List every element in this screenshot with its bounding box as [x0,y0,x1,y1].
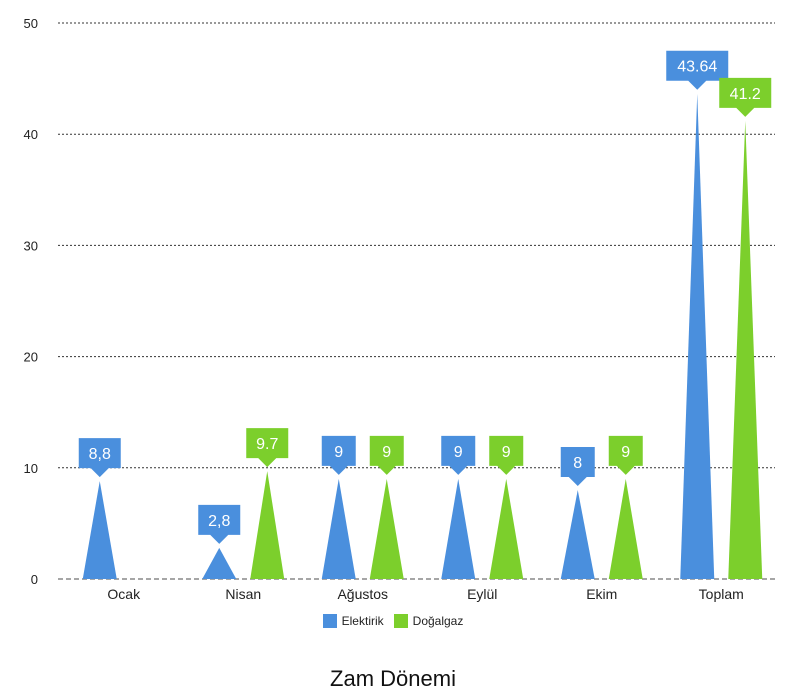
bar-1-4 [608,478,643,579]
y-tick-label-30: 30 [24,238,38,253]
x-tick-label-2: Ağustos [337,586,388,602]
y-tick-label-50: 50 [24,16,38,31]
x-tick-label-3: Eylül [467,586,497,602]
legend-swatch-elektirik [322,614,337,628]
data-label-1-3: 9 [502,444,511,461]
bar-1-2 [369,478,404,579]
y-tick-label-40: 40 [24,127,38,142]
legend-label-dogalgaz: Doğalgaz [412,614,464,628]
data-label-box-0-2 [321,435,356,475]
data-label-0-2: 9 [334,444,343,461]
data-label-box-1-5 [719,77,772,117]
data-label-box-0-0 [78,438,121,478]
data-label-0-1: 2,8 [208,513,230,530]
bar-0-4 [560,490,595,579]
data-label-box-0-5 [666,50,729,90]
chart-plot: 0 10 20 30 40 50 Ocak 8,8 Nisan 2,8 9.7 Ağustos 9 9 Ey… [24,16,775,602]
x-tick-label-4: Ekim [586,586,617,602]
legend-item-elektirik[interactable]: Elektirik [322,614,384,628]
y-tick-label-10: 10 [24,461,38,476]
legend-label-elektirik: Elektirik [341,614,384,628]
bar-0-1 [202,547,237,579]
y-tick-label-20: 20 [24,350,38,365]
data-label-box-0-4 [560,447,595,487]
data-label-box-1-2 [369,435,404,475]
data-label-0-3: 9 [454,444,463,461]
data-label-0-5: 43.64 [677,59,717,76]
data-label-box-1-3 [489,435,524,475]
data-label-0-0: 8,8 [89,446,111,463]
x-tick-label-1: Nisan [225,586,261,602]
legend-item-dogalgaz[interactable]: Doğalgaz [393,614,464,628]
bar-0-3 [441,478,476,579]
legend: Elektirik Doğalgaz [0,614,786,628]
data-label-box-0-3 [441,435,476,475]
bar-0-2 [321,478,356,579]
bar-1-3 [489,478,524,579]
bar-1-1 [250,471,285,579]
data-label-1-5: 41.2 [730,86,761,103]
data-label-1-1: 9.7 [256,436,278,453]
data-label-1-4: 9 [621,444,630,461]
y-tick-label-0: 0 [31,572,38,587]
legend-swatch-dogalgaz [393,614,408,628]
data-label-box-1-1 [246,428,289,468]
x-tick-label-5: Toplam [699,586,744,602]
data-label-box-1-4 [608,435,643,475]
bar-0-0 [82,481,117,579]
data-label-box-0-1 [198,504,241,544]
bar-0-5 [680,93,715,579]
x-axis-title: Zam Dönemi [330,666,456,691]
bar-1-5 [728,120,763,579]
x-tick-label-0: Ocak [107,586,141,602]
data-label-0-4: 8 [573,455,582,472]
data-label-1-2: 9 [382,444,391,461]
